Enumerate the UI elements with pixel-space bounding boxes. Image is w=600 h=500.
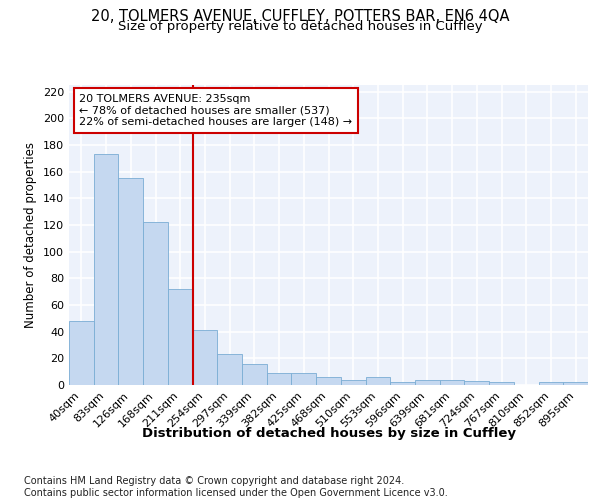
Bar bbox=[341, 380, 365, 385]
Bar bbox=[440, 380, 464, 385]
Bar bbox=[267, 373, 292, 385]
Bar bbox=[563, 382, 588, 385]
Text: 20, TOLMERS AVENUE, CUFFLEY, POTTERS BAR, EN6 4QA: 20, TOLMERS AVENUE, CUFFLEY, POTTERS BAR… bbox=[91, 9, 509, 24]
Text: 20 TOLMERS AVENUE: 235sqm
← 78% of detached houses are smaller (537)
22% of semi: 20 TOLMERS AVENUE: 235sqm ← 78% of detac… bbox=[79, 94, 353, 127]
Bar bbox=[118, 178, 143, 385]
Bar bbox=[415, 380, 440, 385]
Bar bbox=[193, 330, 217, 385]
Bar bbox=[390, 382, 415, 385]
Bar bbox=[365, 377, 390, 385]
Text: Distribution of detached houses by size in Cuffley: Distribution of detached houses by size … bbox=[142, 428, 516, 440]
Bar bbox=[143, 222, 168, 385]
Bar bbox=[316, 377, 341, 385]
Bar bbox=[489, 382, 514, 385]
Text: Size of property relative to detached houses in Cuffley: Size of property relative to detached ho… bbox=[118, 20, 482, 33]
Bar bbox=[94, 154, 118, 385]
Bar bbox=[292, 373, 316, 385]
Text: Contains HM Land Registry data © Crown copyright and database right 2024.
Contai: Contains HM Land Registry data © Crown c… bbox=[24, 476, 448, 498]
Bar bbox=[217, 354, 242, 385]
Bar bbox=[168, 289, 193, 385]
Y-axis label: Number of detached properties: Number of detached properties bbox=[25, 142, 37, 328]
Bar bbox=[464, 381, 489, 385]
Bar bbox=[539, 382, 563, 385]
Bar bbox=[242, 364, 267, 385]
Bar bbox=[69, 321, 94, 385]
